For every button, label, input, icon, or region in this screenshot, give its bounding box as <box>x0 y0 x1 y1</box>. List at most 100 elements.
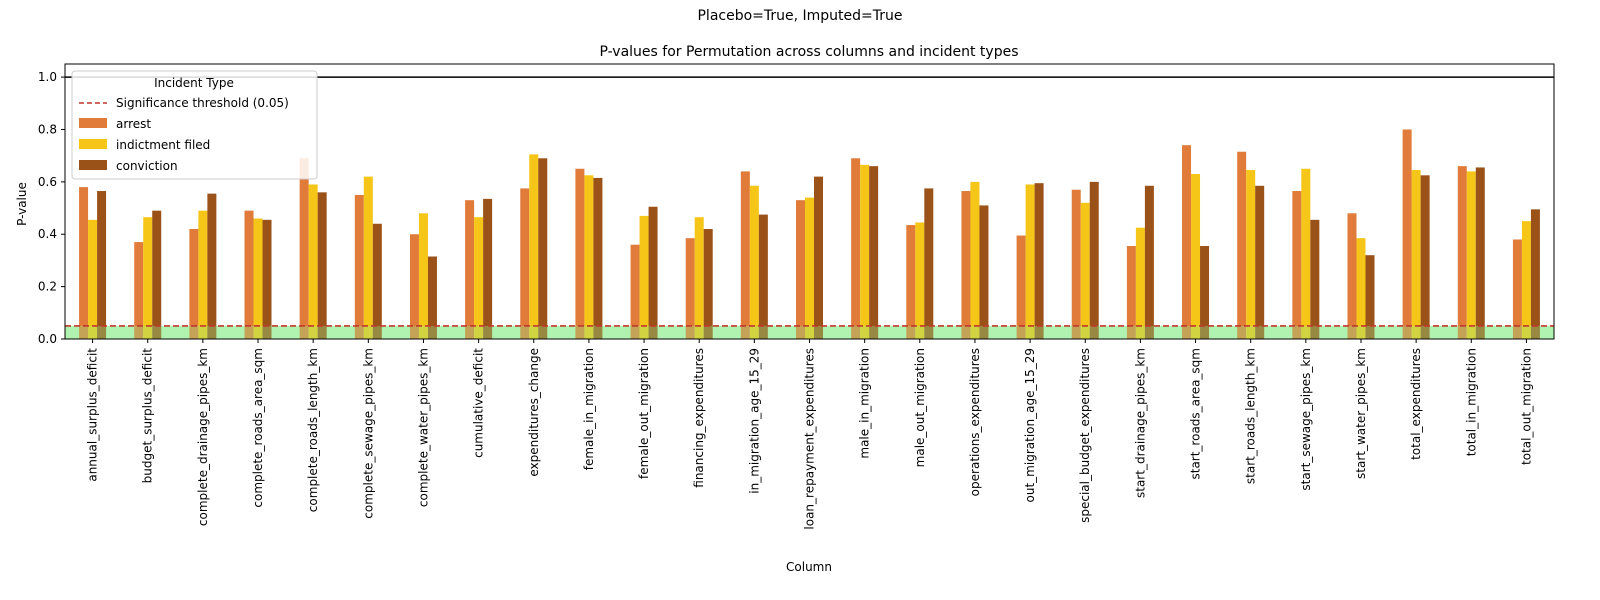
bar-indictment-filed <box>1521 221 1531 339</box>
legend-swatch-indictment-filed <box>79 139 107 149</box>
bar-arrest <box>685 238 695 339</box>
x-tick-label: special_budget_expenditures <box>1078 348 1092 523</box>
x-tick-label: operations_expenditures <box>968 348 982 496</box>
bar-arrest <box>740 171 750 339</box>
bar-conviction <box>317 192 327 339</box>
bar-indictment-filed <box>639 215 649 339</box>
bar-indictment-filed <box>529 154 539 339</box>
x-axis-label: Column <box>786 560 832 574</box>
bar-indictment-filed <box>584 175 594 339</box>
x-tick-label: complete_sewage_pipes_km <box>361 348 375 519</box>
bar-indictment-filed <box>1466 171 1476 339</box>
y-ticks-layer: 0.0 0.2 0.4 0.6 0.8 1.0 <box>38 70 65 346</box>
x-tick-label: start_drainage_pipes_km <box>1133 348 1147 498</box>
bar-arrest <box>906 225 916 339</box>
bar-arrest <box>1016 235 1026 339</box>
x-tick-label: complete_roads_area_sqm <box>251 348 265 508</box>
legend-label-indictment-filed: indictment filed <box>116 138 210 152</box>
bar-conviction <box>1365 255 1375 339</box>
legend-threshold-label: Significance threshold (0.05) <box>116 96 289 110</box>
bar-arrest <box>851 158 861 339</box>
legend-label-arrest: arrest <box>116 117 151 131</box>
x-tick-label: expenditures_change <box>527 348 541 477</box>
bar-conviction <box>979 205 989 339</box>
bar-indictment-filed <box>474 217 484 339</box>
bar-conviction <box>207 193 217 339</box>
x-tick-label: cumulative_deficit <box>472 348 486 458</box>
x-tick-label: total_expenditures <box>1409 348 1423 460</box>
y-axis-label: P-value <box>15 182 29 226</box>
bar-conviction <box>483 198 493 339</box>
x-tick-label: complete_roads_length_km <box>306 348 320 512</box>
bar-conviction <box>538 158 548 339</box>
bar-indictment-filed <box>805 197 814 339</box>
bar-indictment-filed <box>198 210 208 339</box>
x-tick-label: loan_repayment_expenditures <box>803 348 817 530</box>
x-tick-label: complete_drainage_pipes_km <box>196 348 210 526</box>
x-tick-label: annual_surplus_deficit <box>86 348 100 482</box>
bar-indictment-filed <box>418 213 428 339</box>
bar-conviction <box>97 191 107 339</box>
bar-arrest <box>1402 129 1412 339</box>
x-tick-label: female_out_migration <box>637 348 651 479</box>
bar-arrest <box>299 158 309 339</box>
bar-conviction <box>1420 175 1430 339</box>
bar-conviction <box>1255 185 1265 339</box>
bar-indictment-filed <box>749 185 759 339</box>
x-ticks-layer: annual_surplus_deficit budget_surplus_def… <box>86 339 1533 530</box>
bar-conviction <box>1034 183 1044 339</box>
bar-conviction <box>758 214 768 339</box>
bar-indictment-filed <box>694 217 704 339</box>
bar-indictment-filed <box>1135 227 1145 339</box>
bar-arrest <box>1237 151 1247 339</box>
legend: Incident Type Significance threshold (0.… <box>71 70 318 180</box>
x-tick-label: budget_surplus_deficit <box>141 348 155 484</box>
bar-arrest <box>189 229 199 339</box>
bar-arrest <box>409 234 419 339</box>
x-tick-label: male_in_migration <box>858 348 872 459</box>
bar-conviction <box>924 188 934 339</box>
bar-conviction <box>1144 185 1154 339</box>
y-tick-label: 1.0 <box>38 70 57 84</box>
bar-indictment-filed <box>253 218 263 339</box>
bar-indictment-filed <box>1356 238 1366 339</box>
bar-arrest <box>1292 191 1302 339</box>
bar-indictment-filed <box>143 217 153 339</box>
bars-layer <box>65 129 1554 339</box>
bar-conviction <box>1089 181 1099 339</box>
bar-conviction <box>152 210 162 339</box>
bar-conviction <box>1530 209 1540 339</box>
bar-arrest <box>1512 239 1522 339</box>
bar-indictment-filed <box>1191 174 1201 339</box>
bar-indictment-filed <box>915 222 925 339</box>
x-tick-label: start_sewage_pipes_km <box>1299 348 1313 491</box>
bar-arrest <box>1457 166 1467 339</box>
bar-conviction <box>427 256 437 339</box>
x-tick-label: complete_water_pipes_km <box>416 348 430 507</box>
bar-arrest <box>961 191 971 339</box>
bar-indictment-filed <box>308 184 318 339</box>
x-tick-label: financing_expenditures <box>692 348 706 488</box>
bar-arrest <box>244 210 254 339</box>
x-tick-label: female_in_migration <box>582 348 596 470</box>
legend-box <box>71 70 318 180</box>
x-tick-label: total_out_migration <box>1519 348 1533 465</box>
x-tick-label: male_out_migration <box>913 348 927 467</box>
y-tick-label: 0.6 <box>38 175 57 189</box>
bar-indictment-filed <box>860 164 870 339</box>
legend-title: Incident Type <box>154 76 234 90</box>
bar-conviction <box>1475 167 1485 339</box>
chart-title: P-values for Permutation across columns … <box>599 44 1018 60</box>
y-tick-label: 0.4 <box>38 227 57 241</box>
y-tick-label: 0.8 <box>38 122 57 136</box>
legend-swatch-arrest <box>79 118 107 128</box>
x-tick-label: start_roads_length_km <box>1244 348 1258 484</box>
bar-arrest <box>354 194 364 339</box>
bar-indictment-filed <box>363 176 373 339</box>
bar-arrest <box>134 242 144 339</box>
bar-conviction <box>869 166 879 339</box>
bar-arrest <box>465 200 475 339</box>
bar-arrest <box>1126 246 1136 339</box>
bar-conviction <box>372 223 382 339</box>
